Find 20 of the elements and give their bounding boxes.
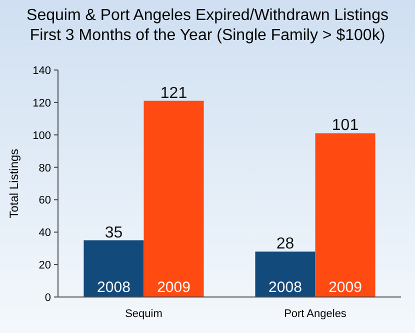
text: 2008 [268,279,302,296]
y-tick-label: 20 [38,260,51,272]
x-tick-label: Sequim [125,308,162,320]
y-tick-label: 0 [44,292,51,304]
data-label: 35 [104,224,123,242]
y-tick-label: 120 [32,97,51,110]
data-label: 28 [276,236,294,253]
y-tick-label: 80 [38,162,51,174]
data-label: 101 [332,117,359,134]
y-tick-label: 60 [38,194,51,207]
text: 2009 [328,279,362,296]
chart-title: Sequim & Port Angeles Expired/Withdrawn Listings First 3 Months of the Year (Single Family > $100k) [26,7,388,44]
y-tick-label: 140 [32,65,51,77]
x-tick-label: Port Angeles [284,308,347,320]
series-label: 2009 [157,279,190,296]
y-tick-label: 40 [38,227,51,240]
series-label: 2008 [97,279,130,296]
data-label: 121 [160,84,188,102]
y-tick-label: 100 [32,130,51,142]
y-axis-title: Total Listings [7,148,21,218]
